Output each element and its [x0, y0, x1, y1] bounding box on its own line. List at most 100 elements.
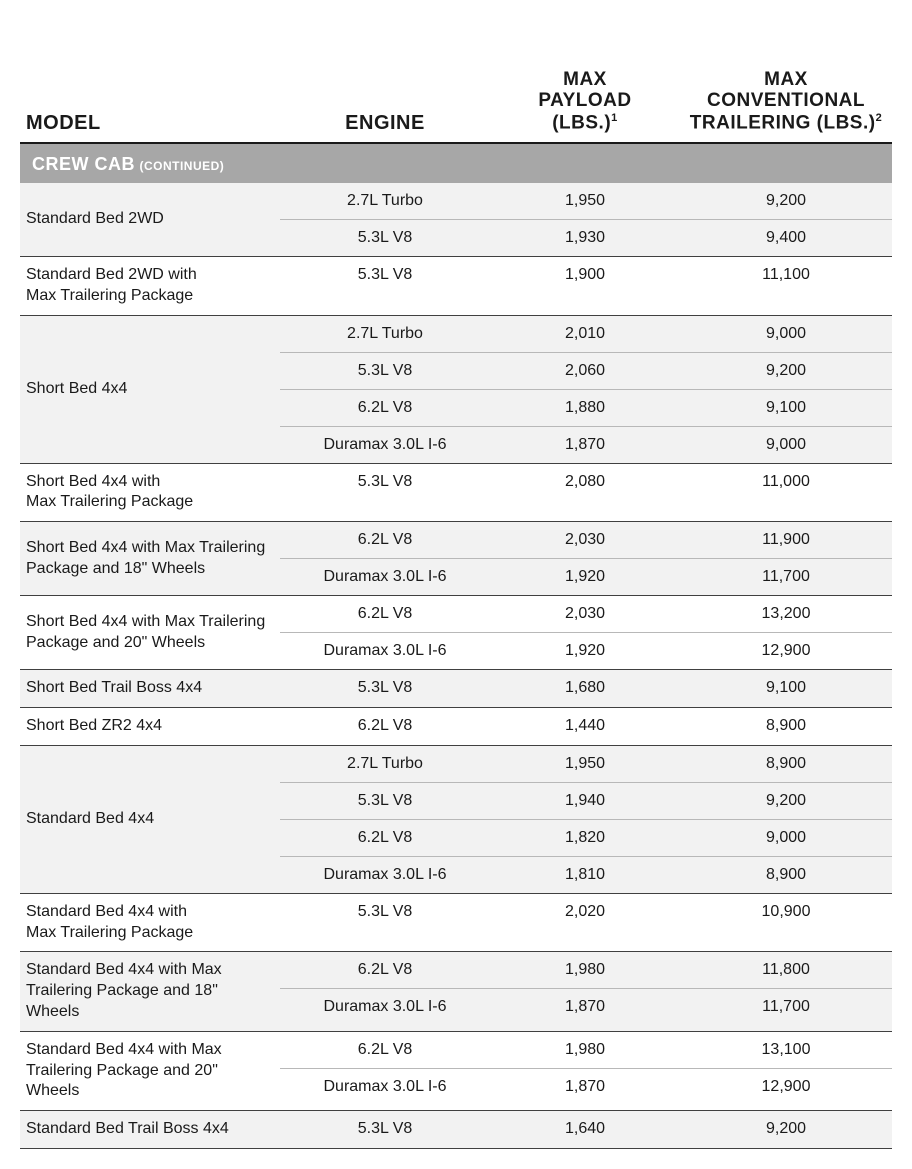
header-payload-l3: (LBS.)	[552, 112, 611, 133]
header-payload-sup: 1	[611, 112, 618, 124]
variants-container: 6.2L V82,03011,900 Duramax 3.0L I-61,9201…	[280, 522, 892, 595]
engine-cell: 5.3L V8	[280, 1120, 490, 1138]
trailering-cell: 13,100	[680, 1041, 892, 1059]
variant-row: 6.2L V82,03013,200	[280, 596, 892, 633]
payload-cell: 1,880	[490, 399, 680, 417]
variants-container: 5.3L V82,02010,900	[280, 894, 892, 952]
variants-container: 5.3L V81,6409,200	[280, 1111, 892, 1148]
payload-cell: 2,030	[490, 605, 680, 623]
header-model: MODEL	[20, 112, 280, 134]
trailering-cell: 8,900	[680, 717, 892, 735]
variant-row: 6.2L V81,98013,100	[280, 1032, 892, 1069]
payload-cell: 1,920	[490, 642, 680, 660]
payload-cell: 1,930	[490, 229, 680, 247]
payload-cell: 1,870	[490, 998, 680, 1016]
engine-cell: 6.2L V8	[280, 1041, 490, 1059]
payload-cell: 2,060	[490, 362, 680, 380]
variants-container: 6.2L V81,98013,100Duramax 3.0L I-61,8701…	[280, 1032, 892, 1110]
variants-container: 5.3L V81,90011,100	[280, 257, 892, 315]
model-cell: Standard Bed 4x4 with MaxTrailering Pack…	[20, 1032, 280, 1110]
engine-cell: 6.2L V8	[280, 605, 490, 623]
trailering-cell: 11,700	[680, 998, 892, 1016]
trailering-cell: 9,200	[680, 792, 892, 810]
payload-cell: 1,680	[490, 679, 680, 697]
header-payload-l2: PAYLOAD	[538, 90, 631, 111]
model-cell: Short Bed 4x4 withMax Trailering Package	[20, 464, 280, 522]
header-trailer-l2: CONVENTIONAL	[707, 90, 865, 111]
trailering-cell: 11,000	[680, 473, 892, 491]
table-row: Standard Bed 2WD2.7L Turbo1,9509,2005.3L…	[20, 183, 892, 257]
variant-row: Duramax 3.0L I-61,87012,900	[280, 1069, 892, 1105]
payload-cell: 1,870	[490, 436, 680, 454]
engine-cell: 6.2L V8	[280, 829, 490, 847]
table-row: Standard Bed 2WD withMax Trailering Pack…	[20, 257, 892, 316]
engine-cell: 2.7L Turbo	[280, 325, 490, 343]
table-row: Short Bed 4x4 with Max TraileringPackage…	[20, 522, 892, 596]
payload-cell: 2,080	[490, 473, 680, 491]
variants-container: 2.7L Turbo1,9509,2005.3L V81,9309,400	[280, 183, 892, 256]
engine-cell: 5.3L V8	[280, 473, 490, 491]
variants-container: 5.3L V81,6809,100	[280, 670, 892, 707]
engine-cell: 6.2L V8	[280, 531, 490, 549]
table-row: Short Bed ZR2 4x46.2L V81,4408,900	[20, 708, 892, 746]
trailering-cell: 9,000	[680, 829, 892, 847]
payload-cell: 1,940	[490, 792, 680, 810]
header-trailering: MAX CONVENTIONAL TRAILERING (LBS.)2	[680, 70, 892, 134]
trailering-cell: 9,200	[680, 192, 892, 210]
payload-cell: 1,820	[490, 829, 680, 847]
trailering-cell: 12,900	[680, 1078, 892, 1096]
payload-cell: 2,030	[490, 531, 680, 549]
model-cell: Short Bed 4x4 with Max TraileringPackage…	[20, 596, 280, 669]
payload-cell: 1,440	[490, 717, 680, 735]
variants-container: 6.2L V81,4408,900	[280, 708, 892, 745]
model-cell: Short Bed 4x4 with Max TraileringPackage…	[20, 522, 280, 595]
model-cell: Standard Bed 4x4 with MaxTrailering Pack…	[20, 952, 280, 1030]
variant-row: 6.2L V81,8209,000	[280, 820, 892, 857]
engine-cell: 6.2L V8	[280, 399, 490, 417]
payload-cell: 1,900	[490, 266, 680, 284]
variant-row: 5.3L V82,0609,200	[280, 353, 892, 390]
header-payload: MAX PAYLOAD (LBS.)1	[490, 70, 680, 134]
variant-row: 6.2L V81,4408,900	[280, 708, 892, 744]
engine-cell: Duramax 3.0L I-6	[280, 436, 490, 454]
payload-cell: 1,920	[490, 568, 680, 586]
payload-cell: 1,950	[490, 192, 680, 210]
table-row: Standard Bed 4x42.7L Turbo1,9508,9005.3L…	[20, 746, 892, 894]
trailering-cell: 11,700	[680, 568, 892, 586]
engine-cell: Duramax 3.0L I-6	[280, 998, 490, 1016]
variant-row: 2.7L Turbo1,9509,200	[280, 183, 892, 220]
variant-row: 5.3L V82,02010,900	[280, 894, 892, 930]
payload-cell: 1,980	[490, 1041, 680, 1059]
payload-cell: 1,810	[490, 866, 680, 884]
header-payload-l1: MAX	[563, 69, 607, 90]
table-row: Short Bed 4x4 with Max TraileringPackage…	[20, 596, 892, 670]
trailering-cell: 11,800	[680, 961, 892, 979]
variant-row: Duramax 3.0L I-61,8709,000	[280, 427, 892, 463]
trailering-cell: 11,900	[680, 531, 892, 549]
table-body: Standard Bed 2WD2.7L Turbo1,9509,2005.3L…	[20, 183, 892, 1149]
engine-cell: 6.2L V8	[280, 961, 490, 979]
payload-cell: 1,870	[490, 1078, 680, 1096]
header-trailer-l1: MAX	[764, 69, 808, 90]
variant-row: 5.3L V81,6809,100	[280, 670, 892, 706]
variant-row: 2.7L Turbo2,0109,000	[280, 316, 892, 353]
table-row: Standard Bed 4x4 with MaxTrailering Pack…	[20, 1032, 892, 1111]
trailering-cell: 9,100	[680, 399, 892, 417]
variant-row: 5.3L V81,90011,100	[280, 257, 892, 293]
variant-row: 6.2L V81,8809,100	[280, 390, 892, 427]
trailering-cell: 13,200	[680, 605, 892, 623]
header-trailer-l3: TRAILERING (LBS.)	[690, 112, 876, 133]
variants-container: 6.2L V81,98011,800Duramax 3.0L I-61,8701…	[280, 952, 892, 1030]
table-row: Short Bed 4x42.7L Turbo2,0109,0005.3L V8…	[20, 316, 892, 464]
table-row: Standard Bed 4x4 with MaxTrailering Pack…	[20, 952, 892, 1031]
trailering-cell: 9,200	[680, 362, 892, 380]
variants-container: 2.7L Turbo2,0109,0005.3L V82,0609,2006.2…	[280, 316, 892, 463]
engine-cell: 6.2L V8	[280, 717, 490, 735]
model-cell: Standard Bed Trail Boss 4x4	[20, 1111, 280, 1148]
variant-row: 5.3L V81,9309,400	[280, 220, 892, 256]
engine-cell: 2.7L Turbo	[280, 755, 490, 773]
section-header: CREW CAB (CONTINUED)	[20, 144, 892, 183]
engine-cell: Duramax 3.0L I-6	[280, 1078, 490, 1096]
variant-row: Duramax 3.0L I-61,92011,700	[280, 559, 892, 595]
variant-row: 5.3L V82,08011,000	[280, 464, 892, 500]
